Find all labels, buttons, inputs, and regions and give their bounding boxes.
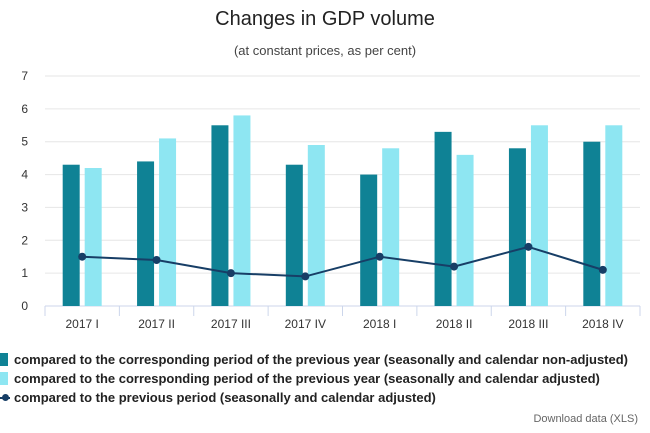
bar-series-1 <box>62 164 80 306</box>
bar-series-2 <box>456 154 474 306</box>
y-tick-label: 0 <box>21 299 28 313</box>
bar-series-1 <box>285 164 303 306</box>
line-point-series-3 <box>301 272 310 281</box>
y-tick-label: 6 <box>21 102 28 116</box>
legend-label-series-3: compared to the previous period (seasona… <box>14 390 436 405</box>
bar-series-1 <box>508 148 526 306</box>
line-point-series-3 <box>598 265 607 274</box>
legend-item-series-2[interactable]: compared to the corresponding period of … <box>0 369 650 388</box>
legend-label-series-1: compared to the corresponding period of … <box>14 352 629 367</box>
y-tick-label: 4 <box>21 168 28 182</box>
x-tick-label: 2018 III <box>508 317 548 331</box>
line-point-series-3 <box>524 242 533 251</box>
y-tick-label: 3 <box>21 200 28 214</box>
bar-series-1 <box>137 161 155 306</box>
bar-series-2 <box>605 125 623 307</box>
x-tick-label: 2018 II <box>436 317 473 331</box>
bar-series-1 <box>360 174 378 306</box>
bar-series-1 <box>583 141 601 306</box>
chart-title: Changes in GDP volume <box>215 8 435 30</box>
legend-item-series-1[interactable]: compared to the corresponding period of … <box>0 350 650 369</box>
legend-label-series-2: compared to the corresponding period of … <box>14 371 600 386</box>
x-tick-label: 2017 I <box>66 317 99 331</box>
line-series-3 <box>82 245 604 278</box>
bar-series-2 <box>530 125 548 307</box>
legend-swatch-dot-series-3 <box>2 394 9 401</box>
line-point-series-3 <box>226 269 235 278</box>
y-tick-label: 7 <box>21 69 28 83</box>
y-tick-label: 5 <box>21 135 28 149</box>
chart-legend: compared to the corresponding period of … <box>0 350 650 407</box>
legend-swatch-series-2 <box>0 372 8 385</box>
chart-plot-area: 0 1 2 3 4 5 6 7 2017 I 2017 II 2017 III 2017 IV 2018… <box>21 69 641 331</box>
line-point-series-3 <box>152 256 161 264</box>
bar-series-1 <box>211 125 229 307</box>
bar-series-2 <box>382 148 400 306</box>
legend-item-series-3[interactable]: compared to the previous period (seasona… <box>0 388 650 407</box>
line-point-series-3 <box>450 262 459 271</box>
x-tick-label: 2017 II <box>138 317 175 331</box>
y-tick-label: 2 <box>21 233 28 247</box>
line-point-series-3 <box>78 252 87 261</box>
bar-series-2 <box>159 138 177 306</box>
bar-series-2 <box>307 145 325 306</box>
y-tick-label: 1 <box>21 266 28 280</box>
bar-series-2 <box>233 115 251 306</box>
x-tick-label: 2017 III <box>211 317 251 331</box>
x-tick-label: 2018 I <box>363 317 396 331</box>
legend-swatch-series-1 <box>0 353 8 366</box>
chart-subtitle: (at constant prices, as per cent) <box>233 43 417 58</box>
line-point-series-3 <box>375 252 384 261</box>
bar-series-2 <box>84 168 102 306</box>
bar-series-1 <box>434 131 452 306</box>
x-tick-label: 2018 IV <box>582 317 623 331</box>
download-data-link[interactable]: Download data (XLS) <box>533 413 638 425</box>
x-tick-label: 2017 IV <box>285 317 326 331</box>
